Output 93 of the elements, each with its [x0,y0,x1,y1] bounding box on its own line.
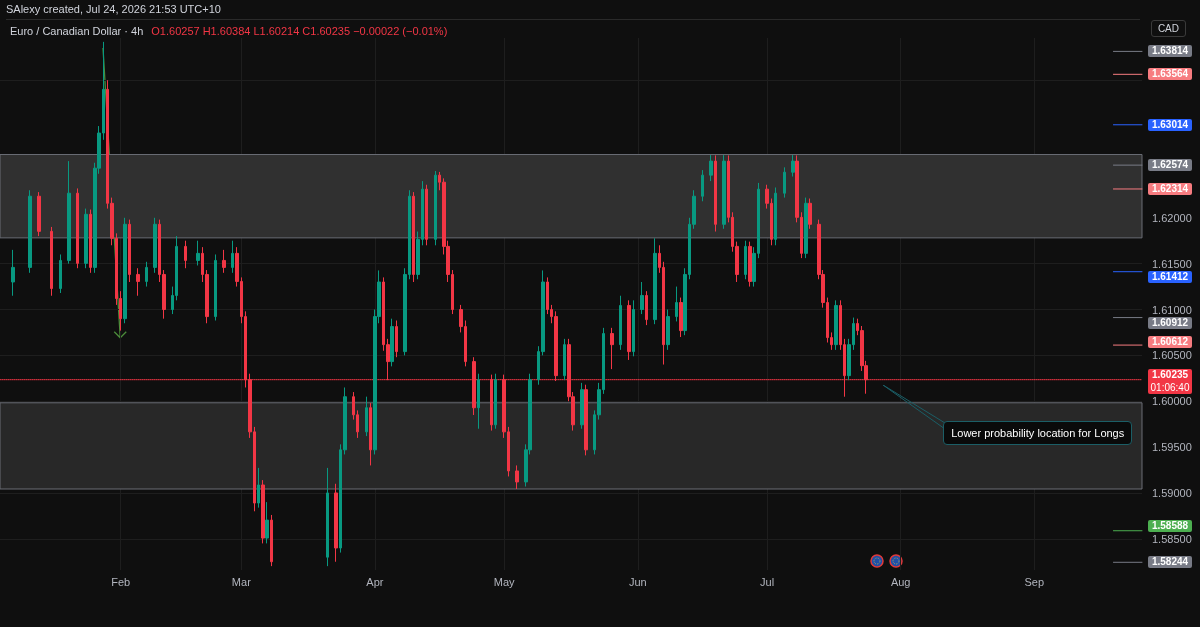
candlestick [666,309,670,351]
candlestick [584,384,588,456]
candlestick [744,240,747,280]
candlestick [804,197,808,259]
ref-line-label: 1.63564 [1148,68,1192,81]
x-tick-label: Jun [628,575,647,588]
ref-line-label: 1.58588 [1148,519,1192,532]
text: SAlexy created, Jul 24, 2026 21:53 UTC+10 [6,3,221,15]
ref-line-label: 1.60612 [1148,336,1192,349]
candlestick [477,373,480,430]
text: 01:06:40 [1148,381,1192,395]
ref-line-label: 1.60235 [1148,369,1192,382]
candlestick [37,191,41,237]
candlestick [610,327,614,370]
ref-line-label: 1.60912 [1148,316,1192,329]
candlestick [675,286,678,322]
candlestick [390,318,394,367]
candlestick [28,189,32,274]
chart-subtitle: O1.60257 H1.60384 L1.60214 C1.60235 −0.00022 (−0.01%) [151,24,448,37]
x-tick-label: Jul [760,575,775,588]
candlestick [84,208,88,269]
x-tick-label: Mar [231,575,252,588]
candlestick [714,154,717,233]
candlestick [261,479,265,544]
x-tick-label: Aug [890,575,911,588]
y-axis-title: CAD [1150,20,1186,37]
x-tick-label: Feb [111,575,131,588]
y-tick-label: 1.61000 [1152,303,1192,316]
y-tick-label: 1.59500 [1152,441,1192,454]
ref-line-label: 1.63014 [1148,118,1192,131]
candlestick [145,261,148,288]
candlestick [748,241,752,288]
candlestick [128,219,131,283]
candlestick [365,396,368,437]
candlestick [222,249,226,274]
candlestick [679,297,683,338]
candlestick [50,226,53,297]
candlestick [834,299,838,351]
candlestick [515,464,519,490]
ref-line-label: 1.62314 [1148,182,1192,195]
candlestick [791,154,795,177]
x-tick-label: Sep [1024,575,1045,588]
y-tick-label: 1.61500 [1152,257,1192,270]
candlestick [494,373,497,430]
x-tick-label: Apr [366,575,384,588]
candlestick [632,299,635,357]
chart-title: Euro / Canadian Dollar · 4h [10,24,144,37]
candlestick [214,253,217,322]
candlestick [395,320,398,358]
candlestick [645,290,648,326]
candlestick [270,514,273,567]
candlestick [580,382,584,430]
candlestick [136,267,140,297]
candlestick [808,198,812,230]
candlestick [783,166,786,199]
candlestick [184,240,187,269]
candlestick [257,467,260,509]
candlestick [67,160,71,265]
y-tick-label: 1.60500 [1152,349,1192,362]
candlestick [653,237,657,325]
y-tick-label: 1.59000 [1152,486,1192,499]
y-tick-label: 1.60000 [1152,395,1192,408]
candlestick [774,187,777,246]
candlestick [123,217,127,324]
candlestick [709,154,713,182]
candlestick [722,154,726,230]
candlestick [196,240,200,266]
candlestick [412,191,415,283]
candlestick [76,187,79,269]
candlestick [627,299,631,361]
ref-line-label: 1.63814 [1148,45,1192,58]
ref-line-label: 1.61412 [1148,270,1192,283]
candlestick [11,249,15,297]
ref-line-label: 1.58244 [1148,556,1192,569]
candlestick [153,217,157,274]
candlestick [265,501,269,544]
candlestick [334,483,338,563]
annotation: Lower probability location for Longs [943,420,1133,445]
candlestick [563,338,566,381]
candlestick [231,240,234,274]
y-tick-label: 1.58500 [1152,532,1192,545]
x-tick-label: May [493,575,516,588]
ref-line-label: 1.62574 [1148,159,1192,172]
candlestick [89,209,92,274]
candlestick [619,295,622,351]
candlestick [369,402,372,466]
candlestick [59,253,62,294]
y-tick-label: 1.62000 [1152,211,1192,224]
candlestick [701,169,704,202]
candlestick [425,184,428,246]
candlestick [640,281,644,315]
candlestick [326,467,329,567]
candlestick [434,170,437,246]
